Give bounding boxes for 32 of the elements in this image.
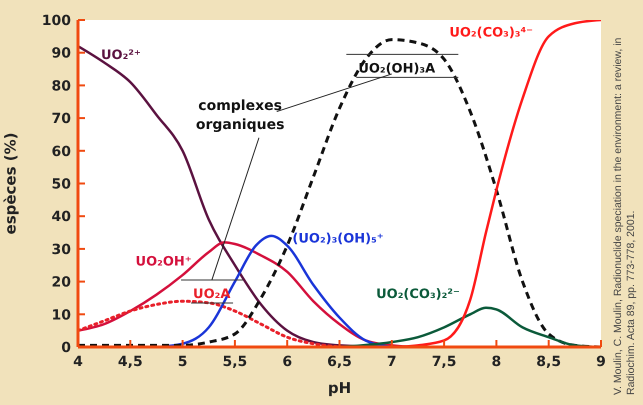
y-tick-label: 40 (52, 209, 72, 226)
annotation: complexes organiques (196, 98, 284, 133)
y-tick-label: 100 (42, 12, 72, 29)
x-tick-label: 8,5 (536, 354, 562, 370)
series-label: UO₂(CO₃)₃⁴⁻ (449, 25, 534, 40)
x-tick-label: 5,5 (222, 354, 248, 370)
y-tick-label: 0 (61, 340, 72, 356)
x-axis-title: pH (328, 379, 352, 397)
y-tick-label: 90 (52, 46, 72, 62)
y-tick-label: 70 (52, 111, 72, 128)
series-label: (UO₂)₃(OH)₅⁺ (292, 231, 384, 246)
y-tick-label: 20 (52, 274, 72, 291)
x-tick-label: 7 (386, 354, 397, 370)
series-label: UO₂(OH)₃A (358, 61, 436, 76)
x-tick-label: 5 (178, 354, 188, 370)
series-label: UO₂OH⁺ (136, 254, 192, 270)
series-label: UO₂²⁺ (101, 48, 141, 64)
y-tick-label: 80 (52, 78, 72, 94)
y-axis-title: espèces (%) (1, 132, 20, 234)
x-tick-label: 7,5 (432, 354, 457, 370)
y-tick-label: 10 (52, 307, 72, 324)
y-tick-label: 60 (52, 144, 72, 160)
x-tick-label: 8 (492, 354, 502, 370)
text: V. Moulin, C. Moulin, Radionuclide speciation in the environment: a review, in Radiochim. Acta 89, pp. 773-778, 2001. (612, 36, 638, 395)
x-tick-label: 9 (596, 354, 606, 370)
x-tick-label: 4,5 (118, 354, 143, 370)
y-tick-label: 50 (52, 176, 72, 192)
series-label: UO₂(CO₃)₂²⁻ (376, 286, 460, 302)
x-tick-label: 4 (73, 354, 84, 370)
x-tick-label: 6 (282, 354, 292, 370)
y-tick-label: 30 (52, 242, 72, 258)
x-tick-label: 6,5 (327, 354, 352, 370)
